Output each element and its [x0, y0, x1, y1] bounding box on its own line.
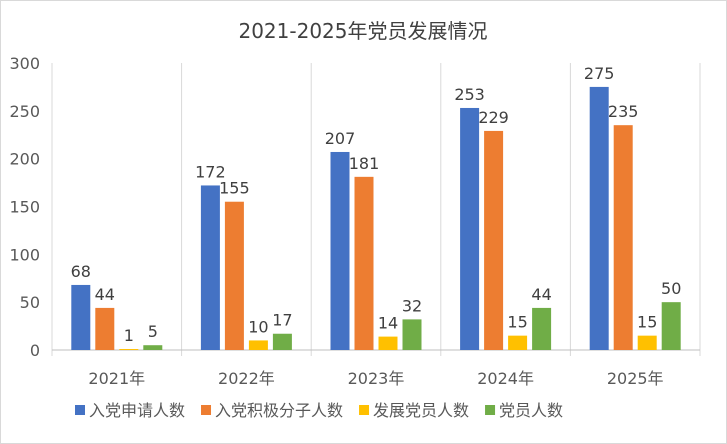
legend-swatch	[485, 405, 496, 415]
bar	[637, 335, 657, 350]
data-label: 229	[478, 108, 509, 127]
legend-label: 入党申请人数	[89, 401, 185, 420]
y-tick-label: 100	[9, 245, 40, 264]
bar	[224, 201, 244, 350]
data-label: 275	[584, 64, 615, 83]
bar	[532, 307, 552, 350]
data-label: 44	[95, 285, 115, 304]
data-label: 68	[71, 262, 91, 281]
bar	[71, 284, 91, 350]
x-tick-label: 2022年	[218, 369, 275, 388]
bar	[95, 307, 115, 350]
chart-title: 2021-2025年党员发展情况	[238, 19, 487, 43]
x-tick-label: 2024年	[477, 369, 534, 388]
y-tick-label: 50	[20, 293, 40, 312]
data-label: 44	[531, 285, 551, 304]
legend-swatch	[201, 405, 212, 415]
data-label: 15	[637, 313, 657, 332]
bar	[272, 333, 292, 350]
bar	[661, 302, 681, 350]
y-tick-label: 200	[9, 150, 40, 169]
bar	[354, 176, 374, 350]
data-label: 1	[124, 326, 134, 345]
data-label: 181	[349, 154, 380, 173]
y-tick-label: 150	[9, 198, 40, 217]
bar	[402, 319, 422, 350]
data-label: 253	[454, 85, 485, 104]
data-label: 207	[325, 129, 356, 148]
data-label: 172	[195, 162, 226, 181]
y-tick-label: 0	[30, 341, 40, 360]
y-tick-label: 300	[9, 54, 40, 73]
x-tick-label: 2021年	[88, 369, 145, 388]
data-label: 17	[272, 311, 292, 330]
x-tick-label: 2023年	[348, 369, 405, 388]
legend-label: 发展党员人数	[373, 401, 469, 420]
data-label: 5	[148, 322, 158, 341]
bar	[248, 340, 268, 350]
legend-label: 党员人数	[499, 401, 563, 420]
data-label: 10	[248, 317, 268, 336]
bar	[143, 345, 163, 350]
legend-swatch	[75, 405, 85, 415]
data-label: 15	[507, 313, 527, 332]
bar	[378, 336, 398, 350]
legend-swatch	[359, 405, 370, 415]
bar	[508, 335, 528, 350]
data-label: 155	[219, 179, 250, 198]
bar	[613, 125, 633, 350]
bar	[330, 151, 350, 350]
data-label: 14	[378, 314, 398, 333]
legend-label: 入党积极分子人数	[215, 401, 343, 420]
bar	[200, 185, 220, 350]
data-label: 235	[608, 102, 639, 121]
bar	[119, 349, 139, 350]
y-tick-label: 250	[9, 102, 40, 121]
data-label: 32	[402, 296, 422, 315]
bar	[484, 130, 504, 350]
x-tick-label: 2025年	[607, 369, 664, 388]
bar	[589, 86, 609, 351]
bar	[460, 107, 480, 350]
data-label: 50	[661, 279, 681, 298]
